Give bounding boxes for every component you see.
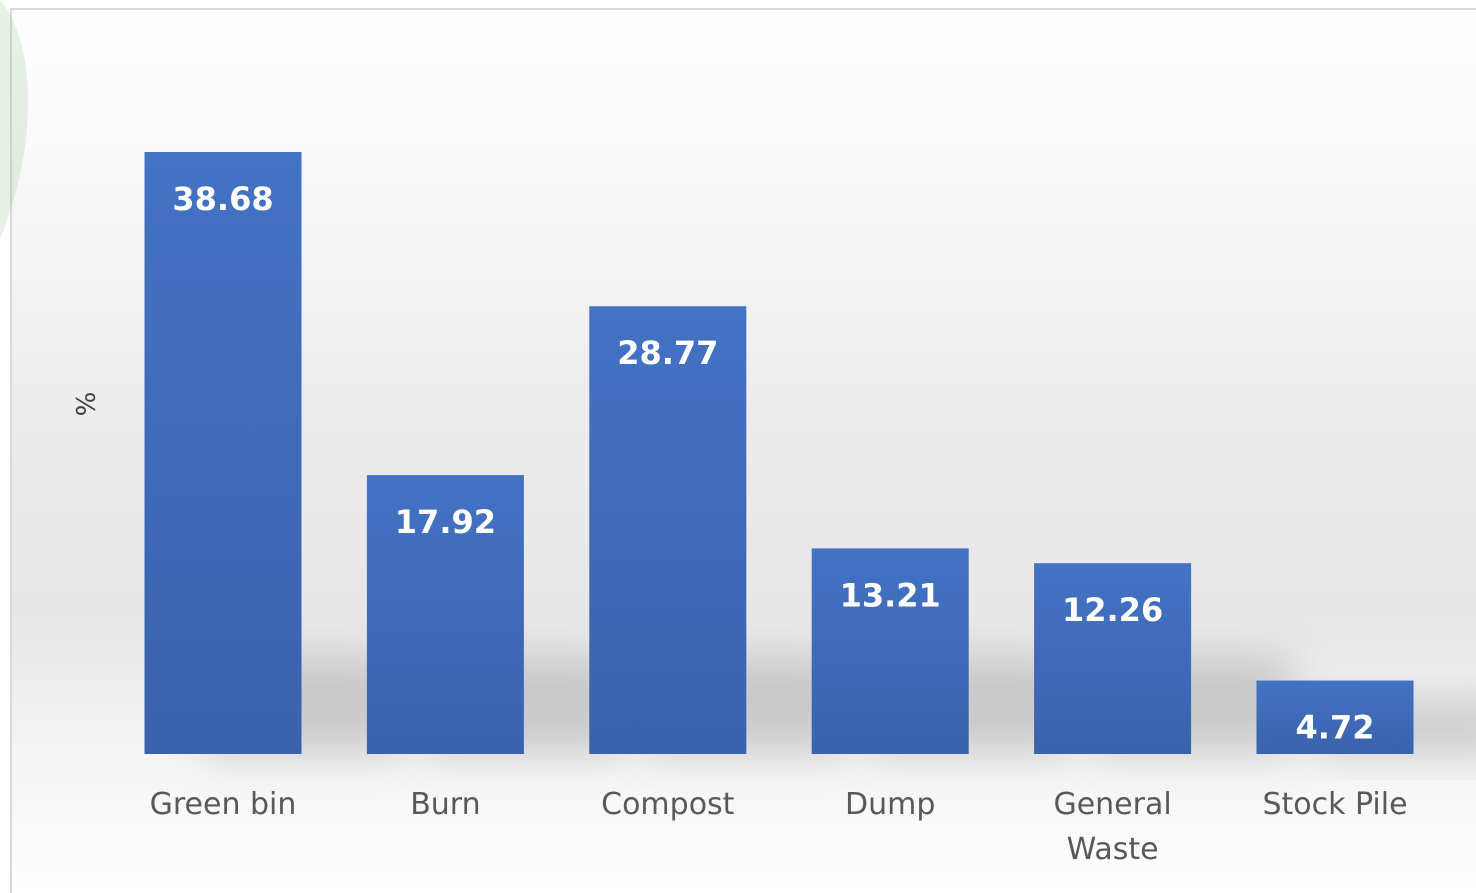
data-labels-group: 38.68 17.92 28.77 13.21 12.26 4.72 (172, 180, 1374, 747)
category-label: General Waste (1053, 787, 1171, 867)
data-label: 17.92 (395, 503, 496, 541)
bar-stock-pile (1256, 680, 1414, 754)
category-label: Burn (410, 787, 480, 822)
data-label: 4.72 (1296, 709, 1375, 747)
bar-green-bin (144, 152, 302, 754)
category-label: Stock Pile (1262, 787, 1407, 822)
y-axis-label: % (72, 392, 102, 417)
data-label: 12.26 (1062, 591, 1163, 629)
bars-group (144, 152, 1414, 754)
bar-burn (366, 475, 524, 754)
bar-dump (811, 548, 969, 754)
bar-general-waste (1034, 563, 1192, 754)
data-label: 13.21 (840, 576, 941, 614)
category-label: Dump (845, 787, 935, 822)
category-label: Green bin (150, 787, 297, 822)
category-label: Compost (601, 787, 735, 822)
data-label: 38.68 (172, 180, 273, 218)
bar-compost (589, 306, 747, 754)
data-label: 28.77 (617, 334, 718, 372)
category-labels-group: Green bin Burn Compost Dump General Waste Stoc… (150, 787, 1408, 867)
decorative-leaf-shape (0, 0, 29, 240)
